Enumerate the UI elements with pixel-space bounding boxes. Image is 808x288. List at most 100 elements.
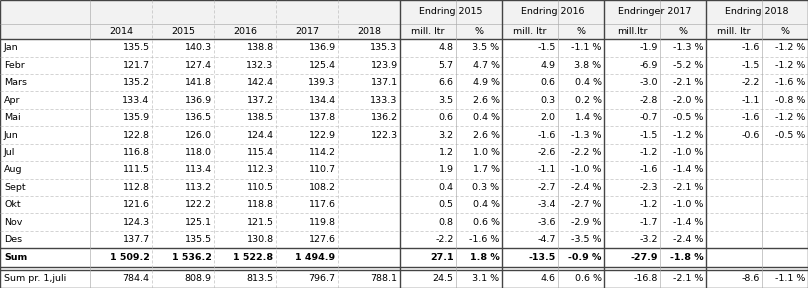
Text: Jun: Jun	[4, 130, 19, 139]
Text: 124.3: 124.3	[123, 218, 149, 227]
Bar	[152, 57, 214, 74]
Text: 1 494.9: 1 494.9	[296, 253, 335, 262]
Text: %: %	[679, 27, 688, 36]
Text: 2017: 2017	[295, 27, 319, 36]
Text: 3.8 %: 3.8 %	[574, 61, 602, 70]
Text: -2.1 %: -2.1 %	[673, 274, 704, 283]
Text: -0.7: -0.7	[639, 113, 658, 122]
Text: 136.9: 136.9	[184, 96, 212, 105]
Text: Endring 2015: Endring 2015	[419, 7, 482, 16]
Text: Sept: Sept	[4, 183, 26, 192]
Text: 137.7: 137.7	[123, 235, 149, 244]
Bar	[660, 213, 706, 231]
Bar	[604, 39, 660, 57]
Text: -1.6 %: -1.6 %	[469, 235, 499, 244]
Bar	[0, 161, 808, 179]
Bar	[152, 270, 214, 288]
Bar	[706, 92, 762, 109]
Bar	[214, 39, 276, 57]
Text: 130.8: 130.8	[246, 235, 274, 244]
Text: -2.3: -2.3	[639, 183, 658, 192]
Bar	[338, 126, 400, 144]
Text: -3.5 %: -3.5 %	[571, 235, 602, 244]
Bar	[338, 231, 400, 248]
Bar	[558, 231, 604, 248]
Bar	[502, 213, 558, 231]
Bar	[152, 92, 214, 109]
Bar	[338, 248, 400, 267]
Text: 796.7: 796.7	[309, 274, 335, 283]
Bar	[400, 231, 456, 248]
Text: -1.8 %: -1.8 %	[670, 253, 704, 262]
Text: 5.7: 5.7	[439, 61, 453, 70]
Text: 118.0: 118.0	[184, 148, 212, 157]
Bar	[558, 109, 604, 126]
Text: -1.0 %: -1.0 %	[673, 200, 704, 209]
Text: 1.8 %: 1.8 %	[469, 253, 499, 262]
Bar	[706, 144, 762, 161]
Text: -1.5: -1.5	[639, 130, 658, 139]
Bar	[152, 248, 214, 267]
Bar	[456, 248, 502, 267]
Text: -1.1: -1.1	[537, 165, 556, 174]
Bar	[276, 231, 338, 248]
Text: 110.7: 110.7	[309, 165, 335, 174]
Bar	[502, 179, 558, 196]
Bar	[338, 161, 400, 179]
Bar	[502, 144, 558, 161]
Bar	[0, 0, 400, 24]
Bar	[762, 231, 808, 248]
Bar	[706, 248, 762, 267]
Bar	[558, 213, 604, 231]
Bar	[558, 144, 604, 161]
Bar	[762, 57, 808, 74]
Text: 0.6 %: 0.6 %	[473, 218, 499, 227]
Bar	[762, 92, 808, 109]
Bar	[152, 231, 214, 248]
Text: -1.2 %: -1.2 %	[673, 130, 704, 139]
Bar	[660, 92, 706, 109]
Text: 2.0: 2.0	[541, 113, 556, 122]
Text: 0.6: 0.6	[439, 113, 453, 122]
Text: -1.6: -1.6	[741, 113, 760, 122]
Bar	[604, 248, 660, 267]
Bar	[604, 0, 706, 24]
Text: 136.5: 136.5	[184, 113, 212, 122]
Text: Febr: Febr	[4, 61, 25, 70]
Bar	[762, 270, 808, 288]
Text: 24.5: 24.5	[432, 274, 453, 283]
Text: 125.4: 125.4	[309, 61, 335, 70]
Text: 4.7 %: 4.7 %	[473, 61, 499, 70]
Bar	[338, 270, 400, 288]
Text: 112.3: 112.3	[246, 165, 274, 174]
Bar	[706, 161, 762, 179]
Text: 137.1: 137.1	[370, 78, 398, 87]
Text: 2.6 %: 2.6 %	[473, 130, 499, 139]
Text: -1.1 %: -1.1 %	[775, 274, 806, 283]
Text: 808.9: 808.9	[184, 274, 212, 283]
Text: -5.2 %: -5.2 %	[673, 61, 704, 70]
Bar	[0, 74, 90, 92]
Text: 127.4: 127.4	[184, 61, 212, 70]
Text: -1.5: -1.5	[537, 43, 556, 52]
Bar	[338, 213, 400, 231]
Bar	[214, 144, 276, 161]
Bar	[276, 92, 338, 109]
Text: Endringer 2017: Endringer 2017	[618, 7, 692, 16]
Text: 142.4: 142.4	[246, 78, 274, 87]
Bar	[762, 109, 808, 126]
Bar	[604, 57, 660, 74]
Text: 0.3: 0.3	[541, 96, 556, 105]
Bar	[706, 213, 762, 231]
Text: 0.6 %: 0.6 %	[574, 274, 602, 283]
Text: 1.0 %: 1.0 %	[473, 148, 499, 157]
Bar	[706, 57, 762, 74]
Text: 2016: 2016	[233, 27, 257, 36]
Bar	[660, 196, 706, 213]
Bar	[400, 270, 456, 288]
Text: Aug: Aug	[4, 165, 23, 174]
Text: 121.5: 121.5	[246, 218, 274, 227]
Text: 1.9: 1.9	[439, 165, 453, 174]
Bar	[338, 74, 400, 92]
Bar	[276, 179, 338, 196]
